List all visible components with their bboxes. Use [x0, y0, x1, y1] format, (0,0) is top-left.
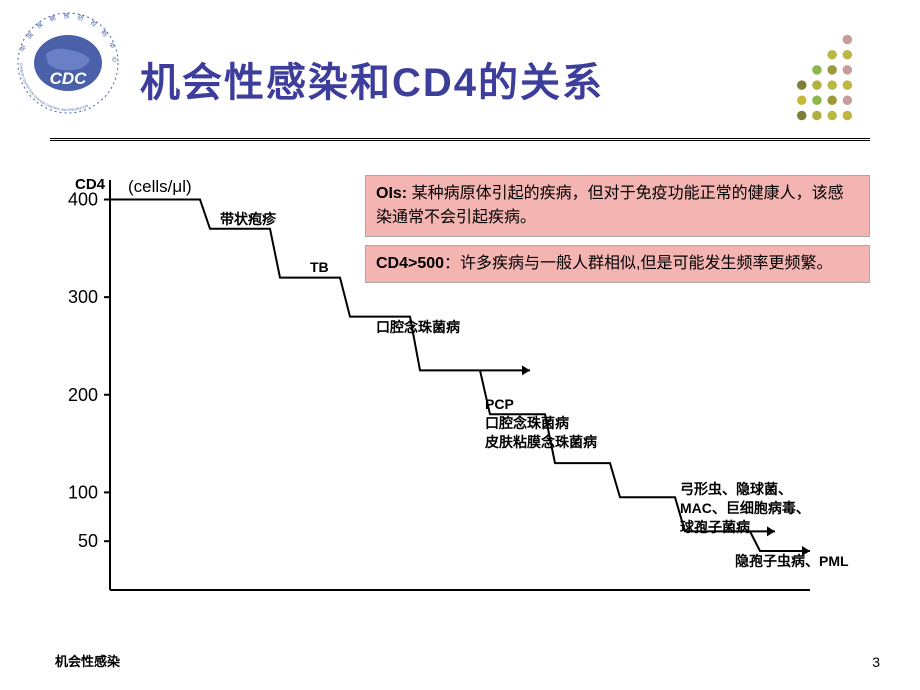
footer-page-number: 3: [872, 654, 880, 670]
logo-center-text: CDC: [50, 69, 88, 88]
svg-text:50: 50: [78, 531, 98, 551]
label-oral-cand: 口腔念珠菌病: [376, 318, 460, 337]
textbox-cd4500: CD4>500：许多疾病与一般人群相似,但是可能发生频率更频繁。: [365, 245, 870, 283]
decoration-dots: [790, 30, 880, 125]
svg-text:(cells/μl): (cells/μl): [128, 177, 192, 196]
svg-text:200: 200: [68, 385, 98, 405]
textbox-ois: OIs: 某种病原体引起的疾病，但对于免疫功能正常的健康人，该感染通常不会引起疾…: [365, 175, 870, 237]
label-pcp: PCP 口腔念珠菌病 皮肤粘膜念珠菌病: [485, 395, 597, 452]
cdc-logo: 中 国 疾 病 预 防 控 制 中 心 CHINESE CENTER FOR D…: [8, 8, 128, 118]
svg-text:100: 100: [68, 482, 98, 502]
label-tb: TB: [310, 258, 329, 277]
label-cd4: CD4: [75, 175, 105, 195]
slide: 中 国 疾 病 预 防 控 制 中 心 CHINESE CENTER FOR D…: [0, 0, 920, 690]
slide-title: 机会性感染和CD4的关系: [140, 50, 604, 108]
label-toxo: 弓形虫、隐球菌、 MAC、巨细胞病毒、 球孢子菌病: [680, 480, 810, 537]
footer-left: 机会性感染: [55, 651, 120, 670]
title-divider: [50, 138, 870, 141]
label-herpes-zoster: 带状疱疹: [220, 210, 276, 229]
svg-text:300: 300: [68, 287, 98, 307]
label-crypto: 隐孢子虫病、PML: [735, 552, 849, 571]
